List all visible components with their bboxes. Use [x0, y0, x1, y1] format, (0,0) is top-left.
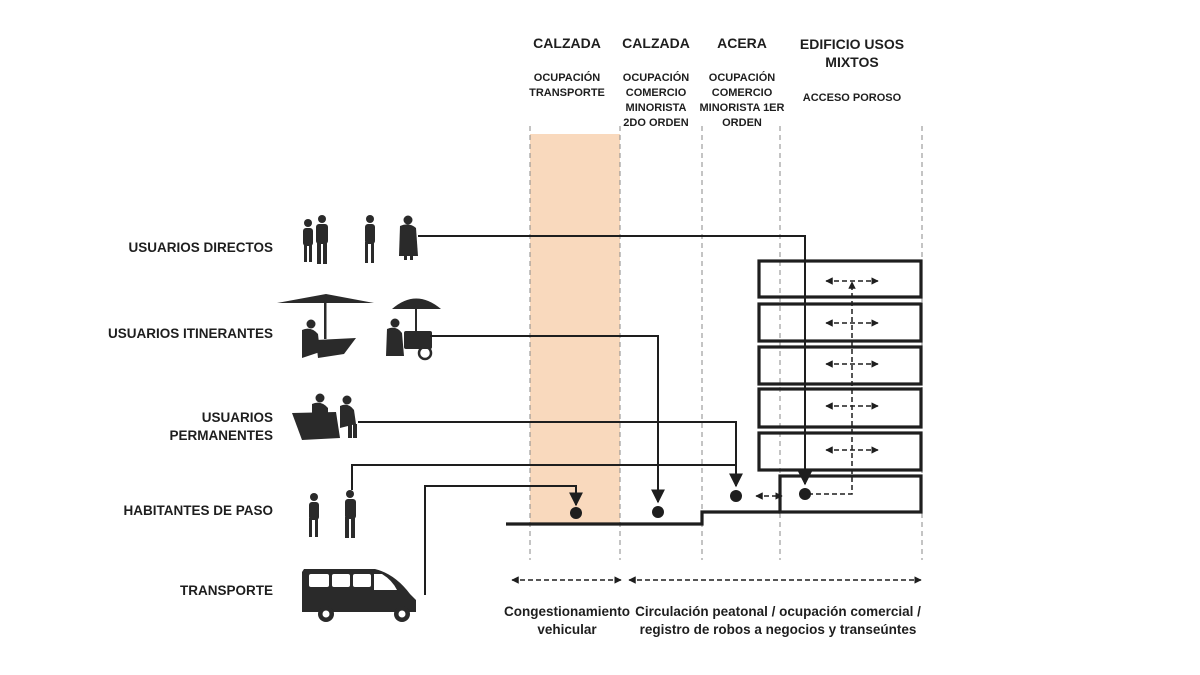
- mixed-use-building: [757, 259, 923, 514]
- column-title: EDIFICIO USOS: [800, 36, 904, 52]
- column-header-acera: ACERA OCUPACIÓN COMERCIO MINORISTA 1ER O…: [700, 35, 785, 129]
- svg-text:registro de robos a negocios y: registro de robos a negocios y transeúnt…: [640, 622, 917, 637]
- column-header-calzada-comercio: CALZADA OCUPACIÓN COMERCIO MINORISTA 2DO…: [622, 35, 690, 129]
- flow-lines: [351, 235, 812, 595]
- column-title: CALZADA: [533, 35, 601, 51]
- column-subtitle: 2DO ORDEN: [623, 117, 688, 129]
- column-title: ACERA: [717, 35, 767, 51]
- column-title: CALZADA: [622, 35, 690, 51]
- row-label-transporte: TRANSPORTE: [180, 583, 273, 598]
- column-guides: [529, 126, 923, 560]
- column-subtitle: OCUPACIÓN: [534, 71, 600, 84]
- building-floor: [757, 387, 923, 429]
- column-subtitle: COMERCIO: [626, 87, 687, 99]
- flow-transporte: [424, 485, 583, 595]
- building-floor: [757, 431, 923, 472]
- column-subtitle: ORDEN: [722, 117, 762, 129]
- flow-habitantes-de-paso: [351, 464, 736, 490]
- street-vendor-umbrella-icon: [277, 294, 441, 361]
- column-subtitle: MINORISTA: [626, 102, 687, 114]
- point-transport: [570, 507, 582, 519]
- column-subtitle: ACCESO POROSO: [803, 92, 902, 104]
- column-subtitle: OCUPACIÓN: [709, 71, 775, 84]
- footer-left-label: Congestionamiento vehicular: [504, 604, 630, 637]
- svg-text:Congestionamiento: Congestionamiento: [504, 604, 630, 619]
- building-floor: [757, 302, 923, 343]
- minibus-icon: [302, 569, 416, 622]
- building-floor: [757, 259, 923, 299]
- svg-text:Circulación peatonal / ocupaci: Circulación peatonal / ocupación comerci…: [635, 604, 921, 619]
- row-label-usuarios-itinerantes: USUARIOS ITINERANTES: [108, 326, 273, 341]
- destination-points: [570, 488, 811, 519]
- column-subtitle: MINORISTA 1ER: [700, 102, 785, 114]
- seated-vendors-icon: [292, 393, 357, 440]
- passersby-icon: [309, 490, 356, 538]
- row-label-usuarios-permanentes: USUARIOS: [202, 410, 273, 425]
- column-subtitle: OCUPACIÓN: [623, 71, 689, 84]
- pedestrians-icon: [303, 215, 418, 264]
- row-labels: USUARIOS DIRECTOS USUARIOS ITINERANTES U…: [108, 240, 273, 598]
- point-commerce-2nd: [652, 506, 664, 518]
- footer-right-label: Circulación peatonal / ocupación comerci…: [635, 604, 921, 637]
- flow-usuarios-directos: [418, 235, 812, 486]
- flow-usuarios-itinerantes: [430, 335, 665, 504]
- point-building-access: [799, 488, 811, 500]
- column-subtitle: TRANSPORTE: [529, 87, 605, 99]
- point-commerce-1st: [730, 490, 742, 502]
- row-label-habitantes-de-paso: HABITANTES DE PASO: [123, 503, 273, 518]
- column-header-edificio: EDIFICIO USOS MIXTOS ACCESO POROSO: [800, 36, 904, 104]
- street-profile: [506, 510, 780, 526]
- row-label-usuarios-directos: USUARIOS DIRECTOS: [128, 240, 273, 255]
- row-label-usuarios-permanentes: PERMANENTES: [169, 428, 273, 443]
- transport-occupation-band: [530, 134, 620, 524]
- building-floor: [757, 345, 923, 386]
- svg-text:vehicular: vehicular: [537, 622, 597, 637]
- column-title: MIXTOS: [825, 54, 878, 70]
- column-header-calzada-transporte: CALZADA OCUPACIÓN TRANSPORTE: [529, 35, 605, 99]
- column-subtitle: COMERCIO: [712, 87, 773, 99]
